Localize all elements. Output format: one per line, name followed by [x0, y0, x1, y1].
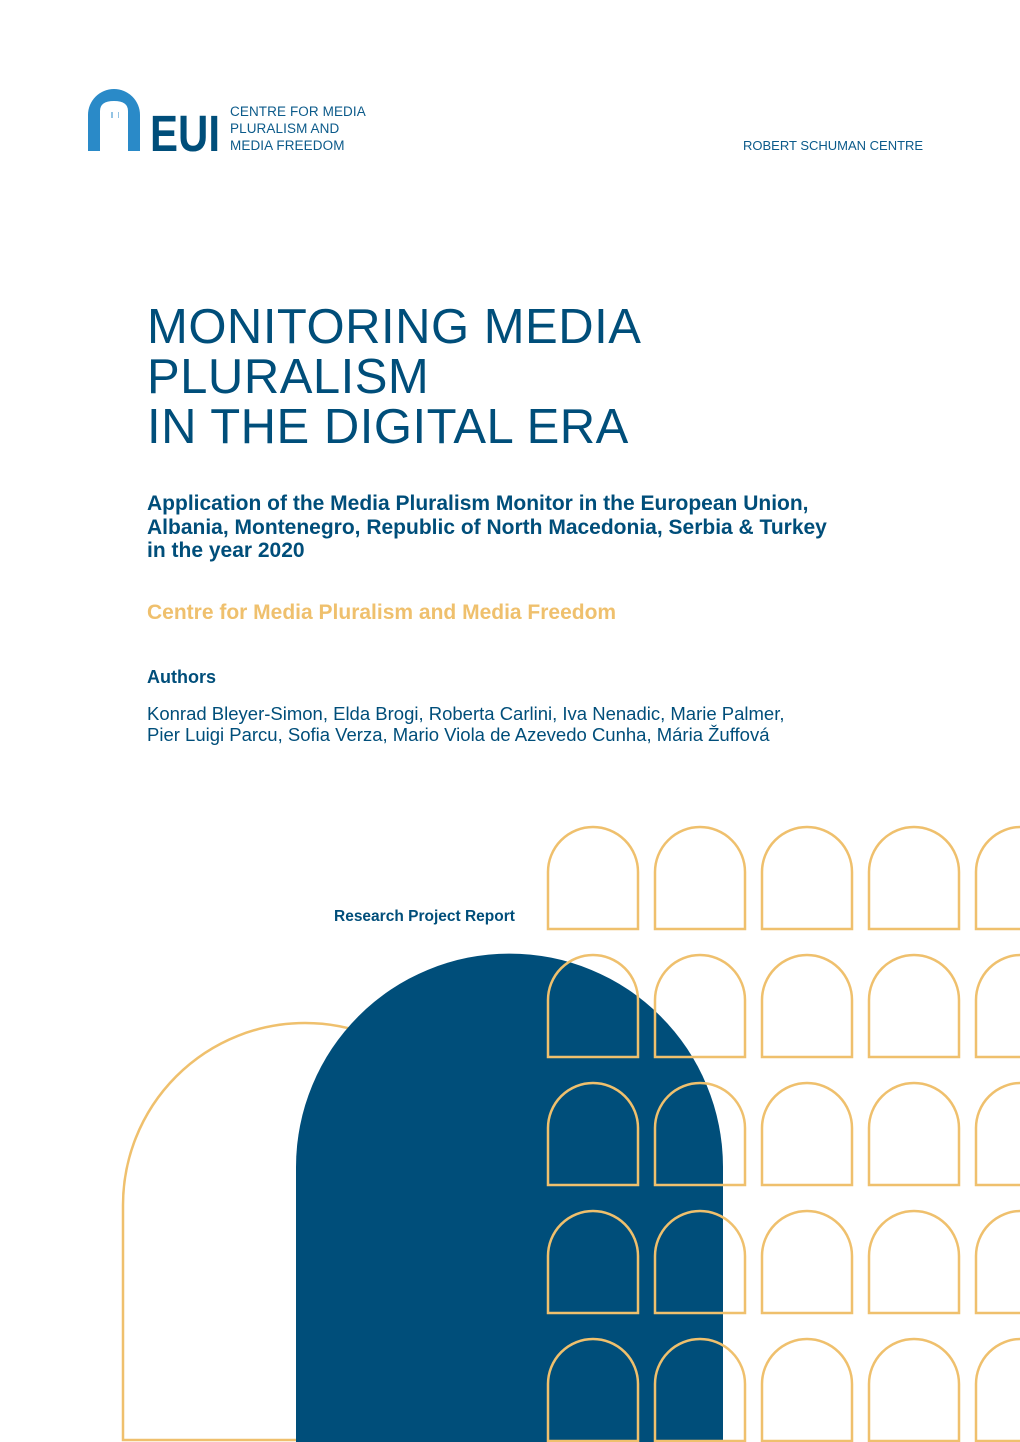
report-title: MONITORING MEDIA PLURALISM IN THE DIGITA… — [147, 302, 641, 452]
subtitle-line: Albania, Montenegro, Republic of North M… — [147, 515, 827, 539]
report-type: Research Project Report — [334, 908, 515, 925]
small-arch-outline — [546, 1081, 640, 1187]
small-arch-outline — [974, 1081, 1020, 1187]
logo-line: PLURALISM AND — [230, 121, 340, 136]
small-arch-outline — [546, 825, 640, 931]
small-arch-outline — [546, 1337, 640, 1442]
small-arch-outline — [653, 953, 747, 1059]
small-arch-outline — [867, 953, 961, 1059]
logo-line: CENTRE FOR MEDIA — [230, 104, 366, 119]
authors-line: Pier Luigi Parcu, Sofia Verza, Mario Vio… — [147, 724, 770, 745]
small-arch-outline — [760, 953, 854, 1059]
small-arch-outline — [760, 825, 854, 931]
authors-list: Konrad Bleyer-Simon, Elda Brogi, Roberta… — [147, 703, 947, 745]
small-arch-outline — [760, 1337, 854, 1442]
large-navy-arch — [296, 953, 723, 1442]
small-arch-outline — [974, 825, 1020, 931]
small-arch-outline — [867, 1209, 961, 1315]
logo-line: MEDIA FREEDOM — [230, 138, 345, 153]
authors-line: Konrad Bleyer-Simon, Elda Brogi, Roberta… — [147, 703, 785, 724]
small-arch-outline — [867, 825, 961, 931]
eui-logo-wordmark: EUI — [150, 105, 220, 162]
small-arch-outline — [760, 1081, 854, 1187]
small-arch-outline — [653, 1081, 747, 1187]
subtitle-line: in the year 2020 — [147, 539, 305, 562]
small-arch-outline — [867, 1337, 961, 1442]
title-line: IN THE DIGITAL ERA — [147, 400, 629, 454]
report-subtitle: Application of the Media Pluralism Monit… — [147, 492, 947, 563]
small-arch-outline — [653, 1337, 747, 1442]
authors-heading: Authors — [147, 667, 216, 687]
small-arch-outline — [974, 1337, 1020, 1442]
title-line: PLURALISM — [147, 350, 430, 404]
small-arch-outline — [867, 1081, 961, 1187]
small-arch-outline — [974, 1209, 1020, 1315]
eui-logo-icon — [88, 89, 140, 151]
small-arch-outline — [653, 825, 747, 931]
centre-name: Centre for Media Pluralism and Media Fre… — [147, 601, 617, 624]
arch-grid — [546, 825, 1020, 1442]
logo-text: CENTRE FOR MEDIA PLURALISM AND MEDIA FRE… — [230, 103, 366, 154]
small-arch-outline — [974, 953, 1020, 1059]
small-arch-outline — [546, 1209, 640, 1315]
small-arch-outline — [760, 1209, 854, 1315]
institution-name: ROBERT SCHUMAN CENTRE — [743, 138, 924, 153]
subtitle-line: Application of the Media Pluralism Monit… — [147, 492, 809, 515]
small-arch-outline — [653, 1209, 747, 1315]
title-line: MONITORING MEDIA — [147, 300, 642, 354]
small-arch-outline — [546, 953, 640, 1059]
